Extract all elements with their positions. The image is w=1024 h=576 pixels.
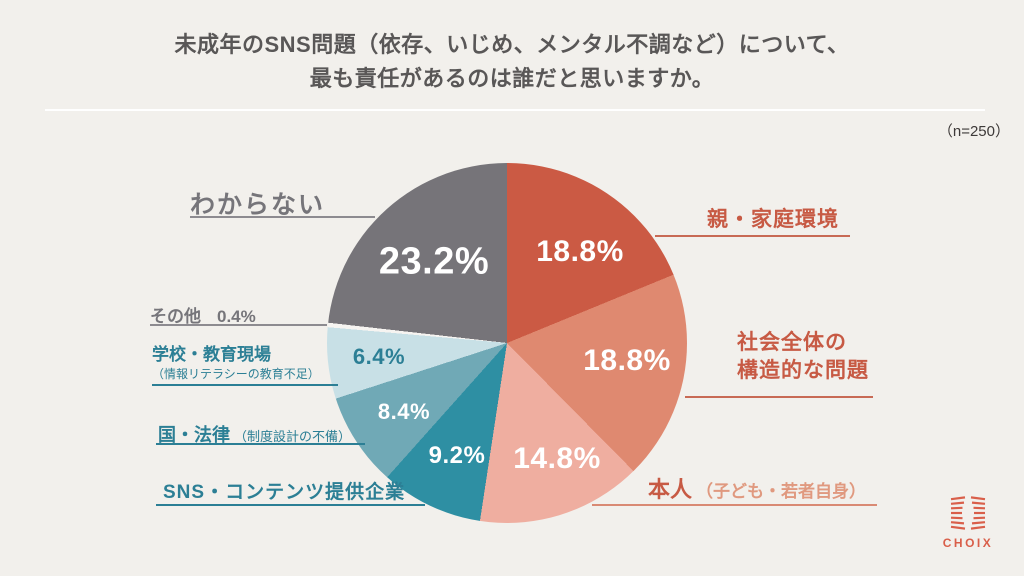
pointer-line-dont-know — [190, 216, 375, 218]
pie-value-government: 8.4% — [377, 399, 431, 424]
choix-logo-text: CHOIX — [942, 536, 994, 550]
pointer-line-sns-companies — [156, 504, 425, 506]
label-schools-sub: （情報リテラシーの教育不足） — [152, 367, 320, 381]
pie-value-self: 14.8% — [513, 442, 601, 475]
choix-logo-icon — [936, 494, 1000, 534]
pie-value-society: 18.8% — [583, 344, 671, 377]
pointer-line-schools — [152, 384, 338, 386]
label-society: 社会全体の 構造的な問題 — [737, 329, 869, 385]
pie-value-sns-companies: 9.2% — [428, 442, 486, 469]
pointer-line-other — [150, 324, 327, 326]
label-other-text: その他 — [150, 307, 201, 326]
title-divider — [45, 109, 985, 111]
pointer-line-society — [685, 396, 873, 398]
chart-title-line2: 最も責任があるのは誰だと思いますか。 — [309, 66, 715, 91]
label-government: 国・法律 （制度設計の不備） — [158, 421, 351, 447]
label-dont-know: わからない — [190, 191, 326, 219]
label-self: 本人 （子ども・若者自身） — [648, 472, 866, 504]
pointer-line-self — [592, 504, 877, 506]
label-society-line2: 構造的な問題 — [737, 359, 869, 382]
label-self-sub: （子ども・若者自身） — [696, 482, 867, 501]
label-sns-companies: SNS・コンテンツ提供企業 — [163, 482, 406, 503]
label-society-line1: 社会全体の — [737, 331, 847, 354]
choix-logo: CHOIX — [936, 494, 1000, 550]
label-government-sub: （制度設計の不備） — [234, 429, 352, 444]
label-self-text: 本人 — [648, 477, 693, 502]
chart-title-line1: 未成年のSNS問題（依存、いじめ、メンタル不調など）について、 — [174, 32, 850, 57]
pie-chart — [327, 163, 687, 523]
label-parents: 親・家庭環境 — [707, 208, 839, 231]
label-other: その他 0.4% — [150, 302, 256, 327]
pie-value-dont-know: 23.2% — [378, 240, 490, 283]
label-other-value: 0.4% — [217, 307, 256, 326]
chart-title: 未成年のSNS問題（依存、いじめ、メンタル不調など）について、 最も責任があるの… — [0, 28, 1024, 96]
pie-value-schools: 6.4% — [352, 344, 406, 369]
pointer-line-parents — [655, 235, 850, 237]
pie-value-parents: 18.8% — [536, 235, 624, 268]
label-schools: 学校・教育現場 — [152, 345, 271, 364]
pointer-line-government — [156, 443, 365, 445]
sample-size-label: （n=250） — [937, 123, 1010, 140]
label-government-text: 国・法律 — [158, 425, 230, 445]
